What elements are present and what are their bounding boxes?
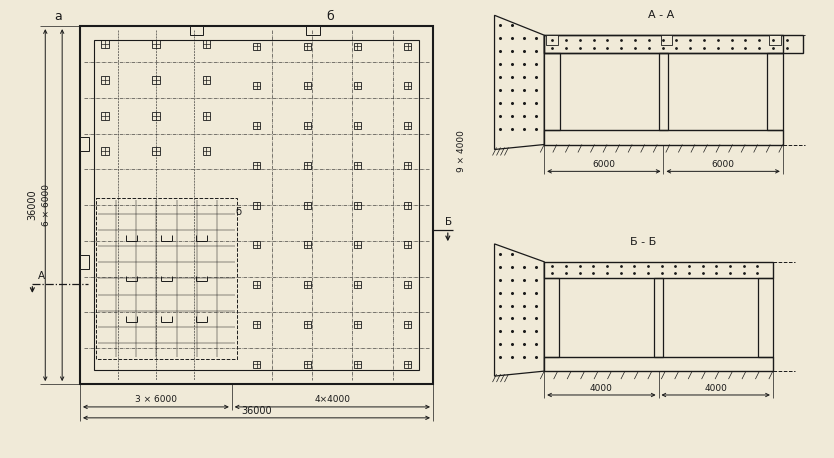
Bar bbox=[203, 40, 210, 48]
Bar bbox=[203, 147, 210, 155]
Text: 4×4000: 4×4000 bbox=[314, 395, 350, 404]
Bar bbox=[152, 147, 160, 155]
Text: а: а bbox=[54, 10, 62, 23]
Text: Б - Б: Б - Б bbox=[631, 237, 656, 247]
Bar bbox=[404, 122, 411, 129]
Text: 4000: 4000 bbox=[704, 383, 727, 393]
Text: 6000: 6000 bbox=[592, 160, 615, 169]
Bar bbox=[304, 122, 311, 129]
Bar bbox=[404, 43, 411, 49]
Bar bbox=[304, 281, 311, 288]
Text: 9 × 4000: 9 × 4000 bbox=[457, 131, 466, 172]
Polygon shape bbox=[495, 15, 545, 149]
Text: Б: Б bbox=[445, 217, 452, 227]
Bar bbox=[404, 162, 411, 169]
Bar bbox=[404, 241, 411, 248]
Bar bbox=[354, 361, 361, 368]
Bar bbox=[354, 43, 361, 49]
Bar bbox=[94, 40, 419, 370]
Bar bbox=[354, 241, 361, 248]
Bar bbox=[96, 198, 237, 359]
Bar bbox=[254, 162, 260, 169]
Bar bbox=[152, 76, 160, 84]
Bar bbox=[304, 361, 311, 368]
Bar bbox=[80, 26, 433, 384]
Bar bbox=[404, 321, 411, 328]
Bar bbox=[545, 278, 559, 357]
Bar bbox=[102, 76, 109, 84]
Bar bbox=[545, 357, 773, 371]
Bar bbox=[254, 122, 260, 129]
Bar bbox=[304, 43, 311, 49]
Bar bbox=[758, 278, 773, 357]
Bar bbox=[254, 281, 260, 288]
Bar bbox=[546, 35, 558, 45]
Polygon shape bbox=[545, 35, 802, 53]
Bar bbox=[545, 53, 560, 130]
Bar bbox=[404, 82, 411, 89]
Bar bbox=[254, 321, 260, 328]
Bar bbox=[203, 76, 210, 84]
Bar bbox=[354, 321, 361, 328]
Bar bbox=[254, 43, 260, 49]
Bar bbox=[354, 281, 361, 288]
Bar bbox=[304, 241, 311, 248]
Bar bbox=[254, 82, 260, 89]
Bar bbox=[654, 278, 663, 357]
Bar bbox=[306, 26, 320, 35]
Text: 6 × 6000: 6 × 6000 bbox=[42, 184, 51, 226]
Bar bbox=[661, 35, 672, 45]
Bar bbox=[354, 162, 361, 169]
Text: 36000: 36000 bbox=[241, 406, 272, 416]
Bar bbox=[404, 202, 411, 209]
Bar bbox=[404, 361, 411, 368]
Bar bbox=[254, 241, 260, 248]
Bar bbox=[354, 122, 361, 129]
Bar bbox=[304, 82, 311, 89]
Bar bbox=[203, 112, 210, 120]
Text: А - А: А - А bbox=[648, 10, 674, 20]
Bar bbox=[545, 35, 783, 53]
Bar bbox=[404, 281, 411, 288]
Bar bbox=[102, 40, 109, 48]
Bar bbox=[354, 202, 361, 209]
Bar bbox=[80, 137, 89, 151]
Bar bbox=[767, 53, 783, 130]
Bar bbox=[304, 202, 311, 209]
Bar bbox=[152, 112, 160, 120]
Bar bbox=[545, 262, 773, 278]
Polygon shape bbox=[495, 244, 545, 376]
Bar bbox=[102, 112, 109, 120]
Bar bbox=[354, 82, 361, 89]
Bar bbox=[254, 361, 260, 368]
Text: 4000: 4000 bbox=[590, 383, 613, 393]
Text: 3 × 6000: 3 × 6000 bbox=[135, 395, 177, 404]
Bar bbox=[769, 35, 781, 45]
Bar bbox=[102, 147, 109, 155]
Text: б: б bbox=[327, 10, 334, 23]
Text: 36000: 36000 bbox=[28, 190, 38, 220]
Bar bbox=[80, 256, 89, 269]
Text: б: б bbox=[236, 207, 242, 217]
Bar bbox=[152, 40, 160, 48]
Text: А: А bbox=[38, 271, 45, 281]
Bar bbox=[659, 53, 669, 130]
Text: 6000: 6000 bbox=[711, 160, 735, 169]
Bar bbox=[545, 130, 783, 145]
Bar bbox=[304, 162, 311, 169]
Bar bbox=[189, 26, 203, 35]
Bar bbox=[254, 202, 260, 209]
Bar bbox=[304, 321, 311, 328]
